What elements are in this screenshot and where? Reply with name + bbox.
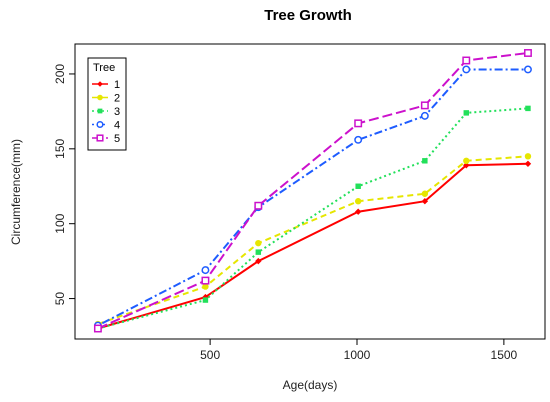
legend-title: Tree: [93, 62, 115, 74]
data-point-series-2: [524, 153, 532, 160]
data-point-series-3: [255, 249, 262, 255]
data-point-series-1: [354, 208, 362, 215]
data-point-series-2: [354, 198, 362, 205]
data-point-series-4: [354, 135, 363, 144]
data-point-series-5: [254, 201, 263, 210]
y-tick-label: 150: [53, 138, 67, 158]
data-point-series-2: [421, 190, 429, 197]
data-point-series-2: [463, 157, 470, 165]
x-tick-label: 500: [200, 348, 220, 362]
data-point-series-3: [355, 183, 361, 189]
y-tick-label: 50: [53, 292, 67, 306]
data-point-series-5: [462, 56, 471, 65]
data-point-series-3: [202, 297, 209, 303]
data-point-series-4: [420, 111, 429, 120]
data-point-series-3: [525, 105, 531, 112]
legend-marker-2: [97, 94, 103, 101]
series-line-4: [97, 68, 528, 327]
y-tick-label: 100: [53, 213, 67, 233]
plot-frame: [74, 43, 546, 340]
legend-items: 1 23 45: [92, 79, 120, 145]
data-point-series-4: [462, 65, 471, 74]
series-markers: [93, 49, 532, 333]
series-line-5: [97, 51, 529, 330]
data-point-series-5: [201, 276, 210, 285]
data-point-series-2: [202, 283, 209, 290]
y-axis-label: Circumference(mm): [9, 139, 23, 245]
data-point-series-1: [255, 257, 262, 265]
legend-label-1: 1: [114, 79, 120, 91]
legend-label-2: 2: [114, 93, 120, 105]
legend-marker-1: [97, 81, 103, 87]
legend-marker-4: [96, 120, 104, 129]
data-point-series-5: [354, 119, 363, 128]
legend-label-3: 3: [114, 106, 120, 118]
legend-label-4: 4: [114, 120, 120, 132]
data-point-series-5: [420, 101, 429, 110]
data-point-series-3: [463, 110, 469, 116]
legend-marker-5: [96, 134, 104, 142]
legend-marker-3: [97, 108, 103, 114]
data-point-series-3: [422, 158, 428, 164]
data-point-series-4: [201, 266, 210, 275]
series-line-1: [97, 162, 528, 330]
data-point-series-5: [93, 324, 102, 333]
legend-box: [87, 57, 127, 151]
y-tick-label: 200: [53, 64, 67, 84]
series-line-3: [97, 107, 529, 330]
x-tick-label: 1500: [491, 348, 518, 362]
x-tick-label: 1000: [344, 348, 371, 362]
data-point-series-5: [524, 49, 532, 57]
chart-title: Tree Growth: [264, 7, 352, 24]
x-axis-label: Age(days): [283, 378, 338, 392]
data-point-series-1: [524, 160, 532, 167]
data-point-series-2: [255, 239, 262, 247]
axes: 500 1000 1500 50 100 150 200: [53, 64, 518, 362]
data-point-series-4: [524, 65, 532, 74]
legend: Tree 1 23 45: [87, 57, 127, 151]
series-lines: [97, 51, 529, 330]
data-point-series-1: [463, 162, 470, 169]
legend-label-5: 5: [114, 133, 120, 145]
data-point-series-1: [421, 198, 429, 205]
